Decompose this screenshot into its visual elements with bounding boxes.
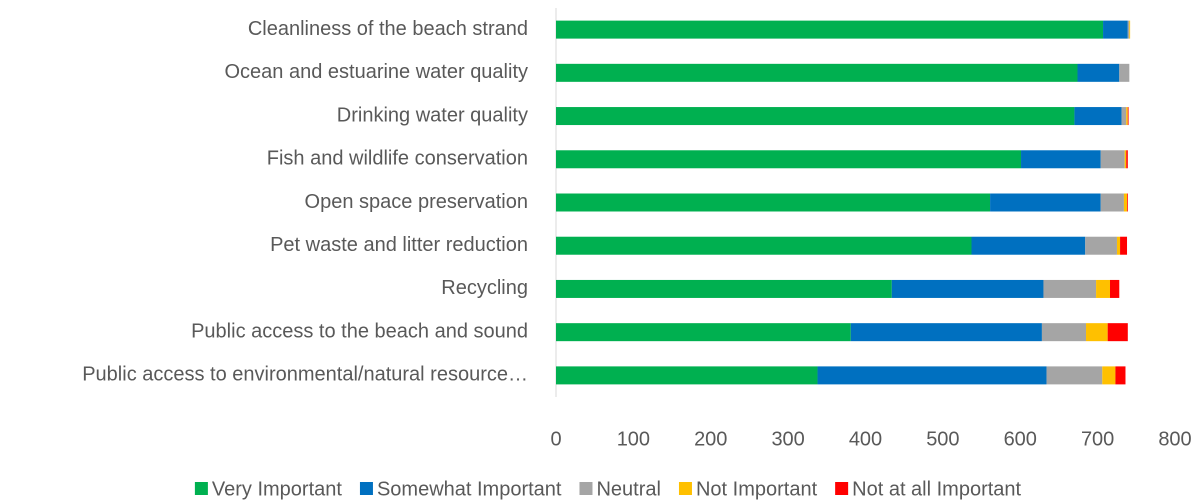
x-tick-label: 700: [1081, 428, 1114, 450]
bar-segment: [971, 236, 1086, 255]
x-tick-label: 600: [1004, 428, 1037, 450]
category-label: Fish and wildlife conservation: [267, 148, 528, 170]
bar-segment: [1102, 366, 1116, 385]
bar-segment: [1021, 150, 1101, 169]
bar-segment: [990, 193, 1101, 212]
bar-segment: [556, 107, 1075, 126]
bar-segment: [1127, 20, 1130, 39]
bar-segment: [1126, 107, 1128, 126]
legend-swatch: [579, 482, 593, 495]
bar-segment: [1110, 279, 1120, 298]
bar-segment: [556, 366, 818, 385]
legend-label: Not at all Important: [852, 478, 1021, 500]
bar-segment: [1100, 193, 1124, 212]
bar-segment: [1129, 20, 1131, 39]
bar-segment: [891, 279, 1044, 298]
category-label: Public access to environmental/natural r…: [82, 364, 528, 386]
bar-segment: [1123, 193, 1128, 212]
legend-label: Somewhat Important: [377, 478, 562, 500]
bar-segment: [556, 20, 1104, 39]
bar-segment: [556, 279, 892, 298]
bar-segment: [556, 193, 991, 212]
category-label: Pet waste and litter reduction: [270, 234, 528, 256]
legend-label: Very Important: [212, 478, 343, 500]
x-tick-label: 800: [1158, 428, 1191, 450]
bar-segment: [1107, 323, 1128, 342]
bar-segment: [556, 236, 972, 255]
bar-segment: [1127, 107, 1129, 126]
bar-segment: [1041, 323, 1087, 342]
category-label: Open space preservation: [305, 191, 528, 213]
bar-segment: [1074, 107, 1122, 126]
legend-swatch: [194, 482, 208, 495]
category-label: Public access to the beach and sound: [191, 320, 528, 342]
bar-segment: [1121, 107, 1127, 126]
legend-label: Not Important: [696, 478, 818, 500]
bar-segment: [1085, 236, 1117, 255]
bar-segment: [1100, 150, 1125, 169]
bar-segment: [1096, 279, 1111, 298]
x-tick-label: 200: [694, 428, 727, 450]
category-label: Drinking water quality: [337, 104, 528, 126]
category-label: Cleanliness of the beach strand: [248, 18, 528, 40]
bar-segment: [1126, 150, 1128, 169]
bar-segment: [817, 366, 1047, 385]
category-label: Recycling: [441, 277, 528, 299]
bar-segment: [1119, 63, 1130, 82]
legend-swatch: [835, 482, 849, 495]
bar-segment: [1120, 236, 1128, 255]
bar-segment: [1086, 323, 1108, 342]
legend-swatch: [678, 482, 692, 495]
bar-segment: [1127, 193, 1128, 212]
x-tick-label: 100: [617, 428, 650, 450]
bar-segment: [1046, 366, 1103, 385]
x-tick-label: 400: [849, 428, 882, 450]
bar-segment: [556, 323, 851, 342]
bar-segment: [1116, 236, 1121, 255]
legend-swatch: [359, 482, 373, 495]
bar-segment: [1043, 279, 1097, 298]
x-tick-label: 500: [926, 428, 959, 450]
bar-segment: [1103, 20, 1128, 39]
category-label: Ocean and estuarine water quality: [224, 61, 528, 83]
legend-label: Neutral: [596, 478, 660, 500]
x-tick-label: 300: [771, 428, 804, 450]
x-tick-label: 0: [550, 428, 561, 450]
bar-segment: [1124, 150, 1127, 169]
bar-segment: [850, 323, 1042, 342]
bar-segment: [556, 63, 1078, 82]
bar-segment: [1115, 366, 1126, 385]
bar-segment: [1077, 63, 1120, 82]
bar-segment: [556, 150, 1022, 169]
